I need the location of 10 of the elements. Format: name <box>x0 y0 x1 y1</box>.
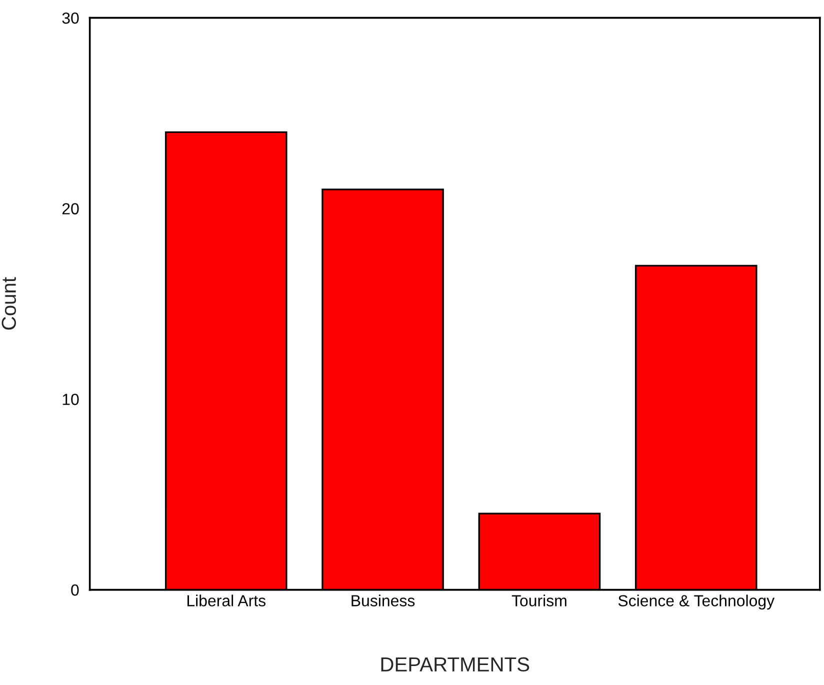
x-tick-label: Tourism <box>512 594 566 606</box>
y-tick-label: 10 <box>62 394 79 406</box>
x-tick-label: Business <box>352 594 415 606</box>
y-tick-label: 20 <box>62 203 79 214</box>
y-axis-title: Count <box>2 277 16 330</box>
x-tick-label: Science & Technology <box>618 594 775 610</box>
x-axis-title: DEPARTMENTS <box>381 657 530 672</box>
x-tick-label: Liberal Arts <box>187 594 266 606</box>
y-tick-label: 30 <box>62 12 79 24</box>
y-tick-label: 0 <box>71 584 79 596</box>
